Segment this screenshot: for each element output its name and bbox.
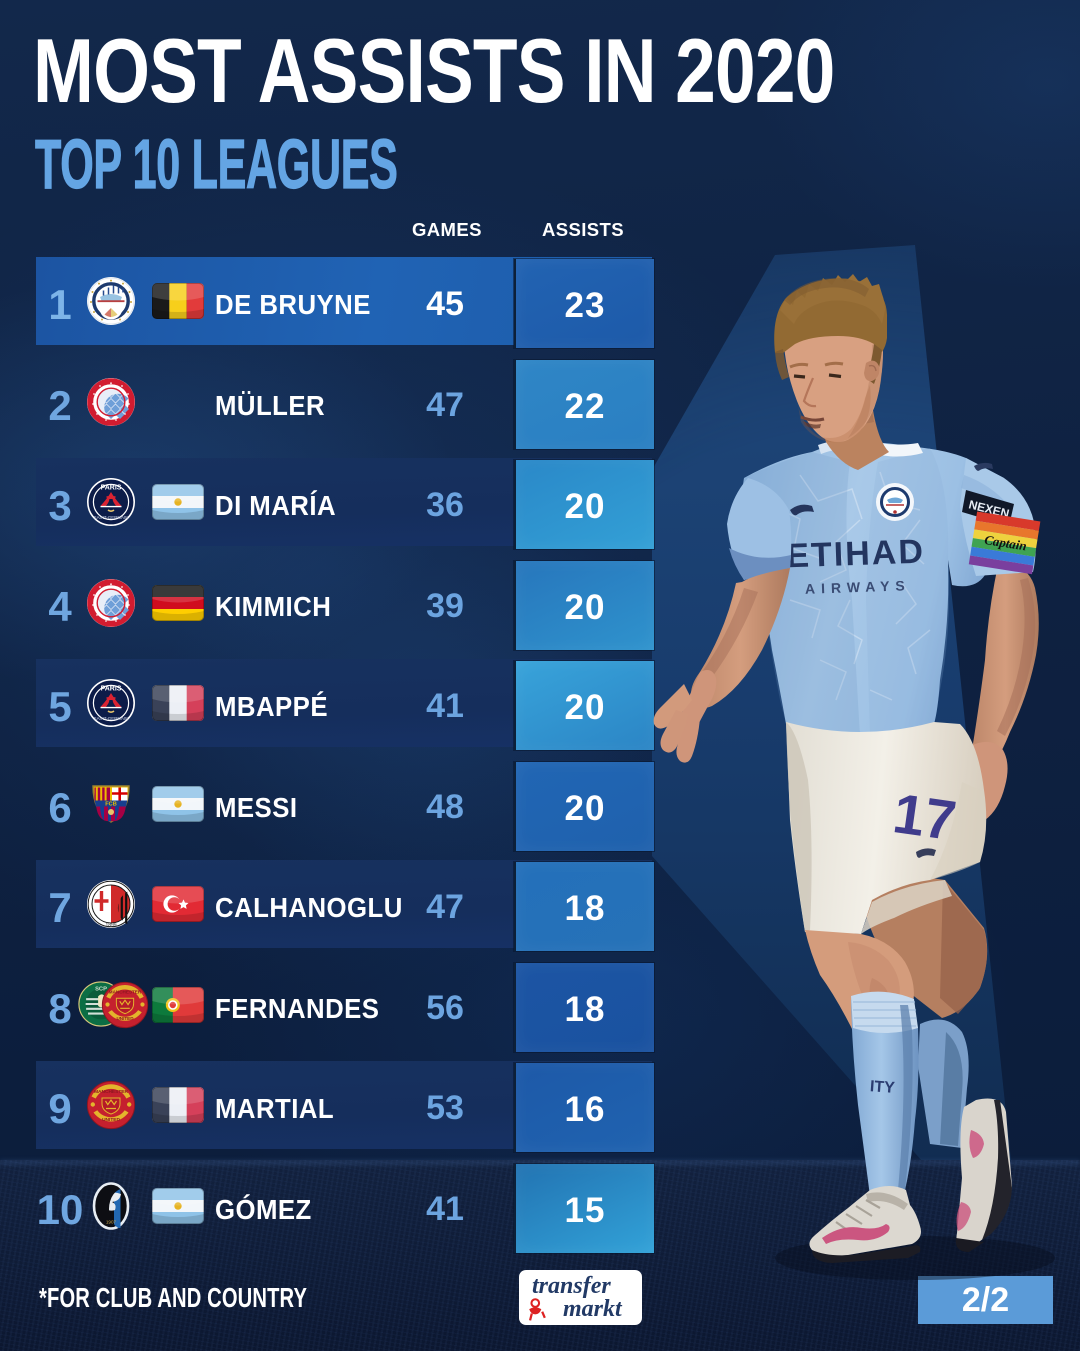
svg-text:Captain: Captain (983, 532, 1027, 553)
svg-text:1907: 1907 (106, 1220, 117, 1225)
svg-text:SAINT-GERMAIN: SAINT-GERMAIN (94, 716, 129, 721)
svg-text:FCB: FCB (105, 802, 117, 808)
svg-text:UNITED: UNITED (116, 1016, 134, 1021)
svg-text:ETIHAD: ETIHAD (786, 533, 926, 576)
svg-text:SCP: SCP (95, 987, 107, 993)
svg-text:1899: 1899 (105, 922, 116, 928)
svg-text:MANCHESTER: MANCHESTER (94, 1089, 128, 1095)
svg-text:MANCHESTER: MANCHESTER (109, 989, 142, 994)
svg-text:AIRWAYS: AIRWAYS (805, 577, 911, 597)
svg-text:SAINT-GERMAIN: SAINT-GERMAIN (94, 515, 129, 520)
svg-text:ITY: ITY (869, 1078, 895, 1097)
svg-text:PARIS: PARIS (101, 485, 122, 492)
svg-text:PARIS: PARIS (101, 686, 122, 693)
svg-text:UNITED: UNITED (102, 1117, 120, 1123)
svg-text:17: 17 (889, 781, 959, 852)
